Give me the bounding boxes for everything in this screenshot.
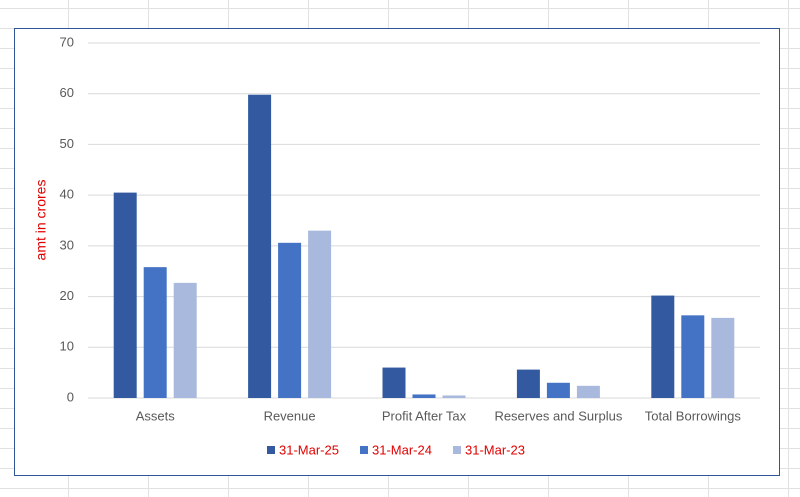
bar [711,317,735,398]
bar [173,282,197,398]
chart-area [14,28,780,476]
y-tick-label: 70 [60,34,74,49]
bar [412,394,436,398]
bar [651,295,675,398]
x-tick-label: Profit After Tax [382,408,467,423]
y-axis-label: amt in crores [33,180,49,261]
legend-swatch [360,446,368,454]
x-tick-label: Reserves and Surplus [494,408,622,423]
y-tick-label: 10 [60,339,74,354]
legend-swatch [453,446,461,454]
y-tick-label: 0 [67,389,74,404]
y-tick-label: 30 [60,237,74,252]
bar [113,192,137,398]
bar [278,242,302,398]
y-tick-label: 50 [60,136,74,151]
legend-swatch [267,446,275,454]
bar [442,395,466,398]
bar [248,94,272,398]
bar [576,385,600,398]
x-tick-label: Total Borrowings [645,408,742,423]
bar [681,315,705,398]
bar [382,367,406,398]
legend-label: 31-Mar-25 [279,442,339,457]
bar [143,267,167,398]
legend-label: 31-Mar-23 [465,442,525,457]
y-tick-label: 60 [60,85,74,100]
x-tick-label: Assets [136,408,176,423]
legend-label: 31-Mar-24 [372,442,432,457]
y-tick-label: 20 [60,288,74,303]
bar [308,230,332,398]
bar [546,382,570,398]
bar [516,369,540,398]
y-tick-label: 40 [60,187,74,202]
x-tick-label: Revenue [264,408,316,423]
